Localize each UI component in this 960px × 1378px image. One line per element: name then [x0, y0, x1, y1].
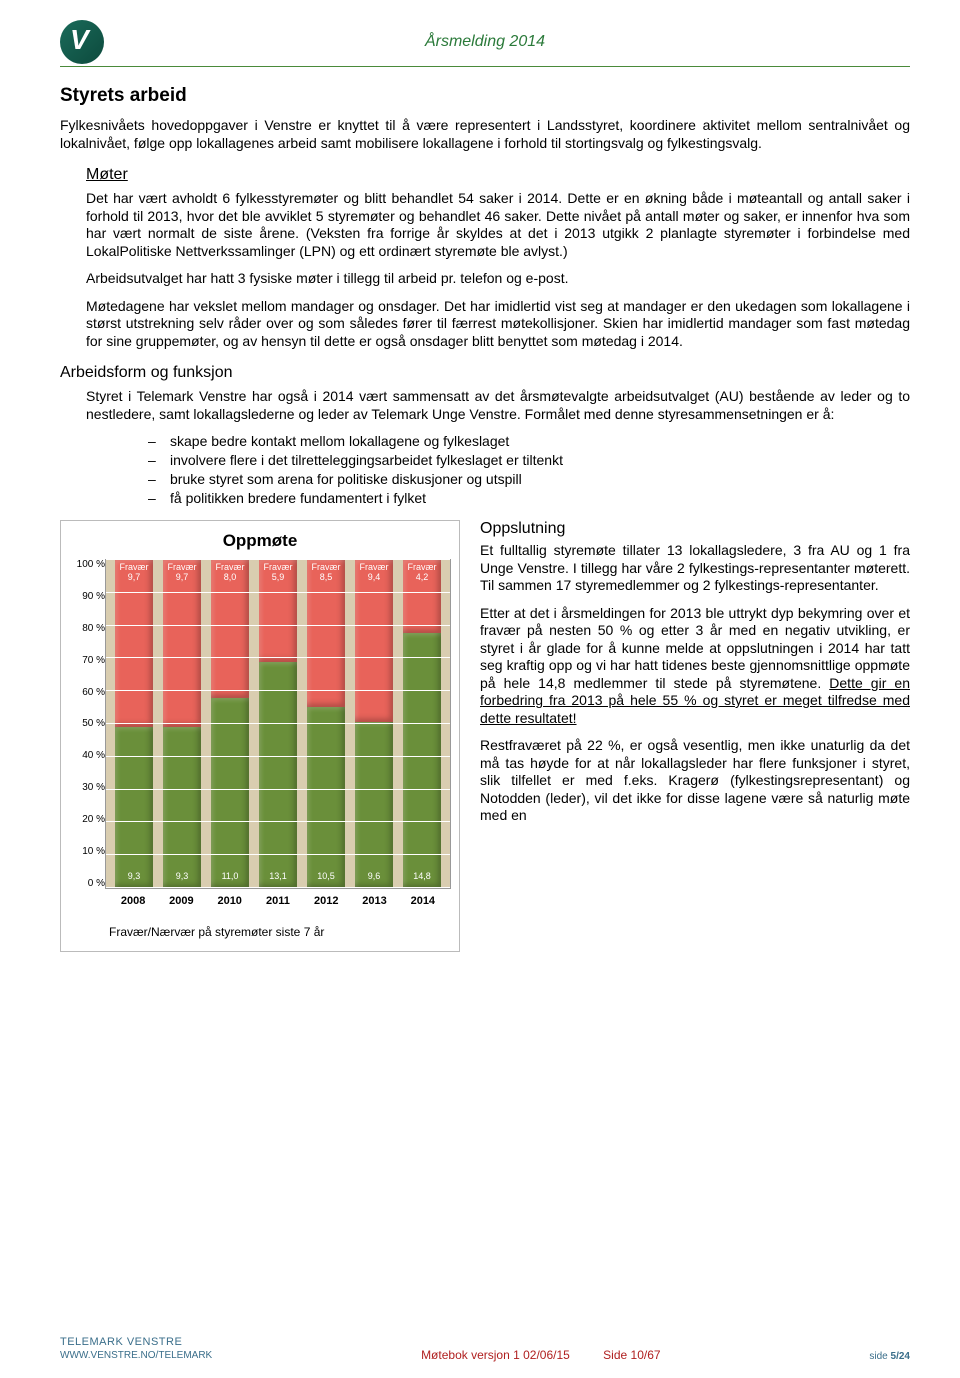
footer-right: side 5/24	[869, 1351, 910, 1362]
page-footer: TELEMARK VENSTRE WWW.VENSTRE.NO/TELEMARK…	[60, 1335, 910, 1362]
motebok-side: Side 10/67	[603, 1348, 660, 1362]
chart-title: Oppmøte	[69, 531, 451, 551]
chart-bar: 9,3Fravær9,7	[163, 560, 201, 888]
moter-p2: Arbeidsutvalget har hatt 3 fysiske møter…	[86, 270, 910, 288]
moter-p1: Det har vært avholdt 6 fylkesstyremøter …	[86, 190, 910, 260]
chart-bar: 9,3Fravær9,7	[115, 560, 153, 888]
arbeidsform-heading: Arbeidsform og funksjon	[60, 364, 910, 382]
list-item: skape bedre kontakt mellom lokallagene o…	[170, 433, 910, 449]
footer-motebok: Møtebok versjon 1 02/06/15 Side 10/67	[212, 1348, 869, 1362]
chart-y-axis: 0 %10 %20 %30 %40 %50 %60 %70 %80 %90 %1…	[69, 559, 105, 889]
intro-paragraph: Fylkesnivåets hovedoppgaver i Venstre er…	[60, 117, 910, 152]
chart-x-axis: 2008200920102011201220132014	[69, 895, 451, 907]
chart-caption: Fravær/Nærvær på styremøter siste 7 år	[109, 925, 451, 939]
chart-bar: 10,5Fravær8,5	[307, 560, 345, 888]
footer-url: WWW.VENSTRE.NO/TELEMARK	[60, 1349, 212, 1362]
venstre-logo-icon	[60, 20, 104, 64]
two-column-region: Oppmøte 0 %10 %20 %30 %40 %50 %60 %70 %8…	[60, 520, 910, 952]
oppslutning-p1: Et fulltallig styremøte tillater 13 loka…	[480, 542, 910, 595]
oppslutning-column: Oppslutning Et fulltallig styremøte till…	[480, 520, 910, 835]
list-item: bruke styret som arena for politiske dis…	[170, 471, 910, 487]
chart-bars: 9,3Fravær9,7 9,3Fravær9,7 11,0Fravær8,0 13,…	[106, 560, 450, 888]
moter-p3: Møtedagene har vekslet mellom mandager o…	[86, 298, 910, 351]
footer-page-label: side	[869, 1351, 887, 1362]
chart-bar: 9,6Fravær9,4	[355, 560, 393, 888]
oppslutning-p3: Restfraværet på 22 %, er også vesentlig,…	[480, 737, 910, 825]
oppslutning-p2: Etter at det i årsmeldingen for 2013 ble…	[480, 605, 910, 728]
page-header: Årsmelding 2014	[60, 20, 910, 67]
list-item: involvere flere i det tilretteleggingsar…	[170, 452, 910, 468]
oppslutning-heading: Oppslutning	[480, 520, 910, 538]
chart-bar: 13,1Fravær5,9	[259, 560, 297, 888]
section-title: Styrets arbeid	[60, 85, 910, 107]
list-item: få politikken bredere fundamentert i fyl…	[170, 490, 910, 506]
chart-plot-area: 9,3Fravær9,7 9,3Fravær9,7 11,0Fravær8,0 13,…	[105, 559, 451, 889]
arbeidsform-p1: Styret i Telemark Venstre har også i 201…	[86, 388, 910, 423]
oppmote-chart: Oppmøte 0 %10 %20 %30 %40 %50 %60 %70 %8…	[60, 520, 460, 952]
chart-bar: 14,8Fravær4,2	[403, 560, 441, 888]
bullet-list: skape bedre kontakt mellom lokallagene o…	[170, 433, 910, 506]
motebok-text: Møtebok versjon 1 02/06/15	[421, 1348, 570, 1362]
chart-bar: 11,0Fravær8,0	[211, 560, 249, 888]
footer-org: TELEMARK VENSTRE	[60, 1335, 212, 1349]
footer-page-num: 5/24	[891, 1351, 910, 1362]
moter-heading: Møter	[86, 166, 910, 184]
page: Årsmelding 2014 Styrets arbeid Fylkesniv…	[0, 0, 960, 1378]
footer-left: TELEMARK VENSTRE WWW.VENSTRE.NO/TELEMARK	[60, 1335, 212, 1362]
doc-title: Årsmelding 2014	[60, 33, 910, 51]
